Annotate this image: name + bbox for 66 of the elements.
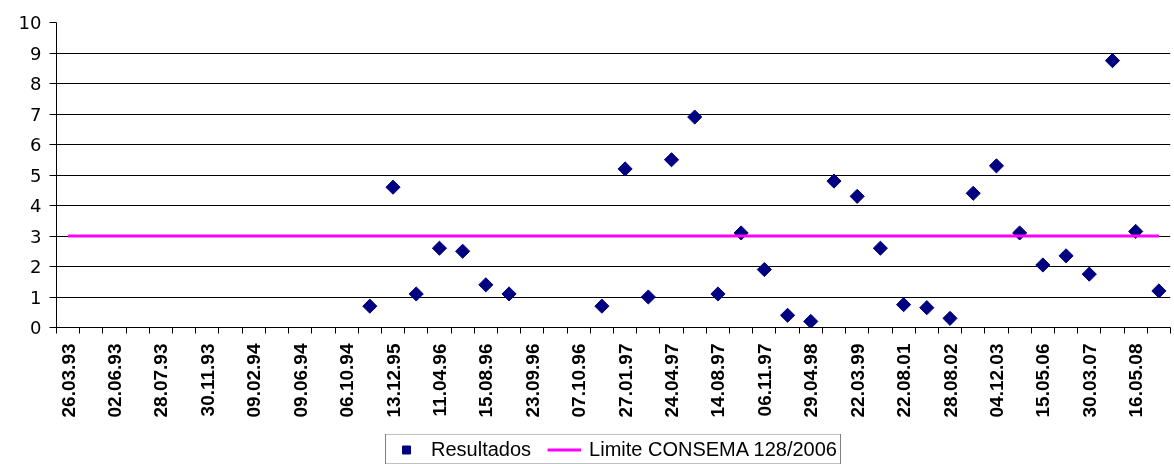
x-tick-label: 07.10.96 <box>568 343 590 418</box>
x-tick-label: 13.12.95 <box>382 343 404 418</box>
y-tick-label: 7 <box>30 103 42 125</box>
y-tick-label: 9 <box>30 42 42 64</box>
legend-label: Limite CONSEMA 128/2006 <box>589 437 837 461</box>
point <box>1058 248 1074 264</box>
x-tick-label: 11.04.96 <box>428 343 450 417</box>
x-tick-label: 15.08.96 <box>475 343 497 418</box>
point <box>594 298 610 314</box>
y-tick-label: 6 <box>30 134 42 155</box>
x-tick-label: 22.08.01 <box>893 343 915 418</box>
y-tick-label: 5 <box>30 164 42 186</box>
x-tick-label: 02.06.93 <box>104 343 126 418</box>
y-tick-label: 4 <box>30 195 42 216</box>
x-tick-label: 24.04.97 <box>661 343 683 418</box>
x-tick-label: 28.08.02 <box>939 343 961 418</box>
y-tick-label: 8 <box>30 73 42 94</box>
point <box>431 240 448 256</box>
x-tick-label: 23.09.96 <box>521 343 543 418</box>
legend-label: Resultados <box>431 437 532 461</box>
x-tick-label: 29.04.98 <box>800 343 822 418</box>
x-tick-label: 30.11.93 <box>196 343 218 417</box>
point <box>849 188 865 204</box>
point <box>617 161 633 177</box>
x-tick-label: 06.11.97 <box>753 343 775 417</box>
point <box>663 152 680 168</box>
point <box>687 109 703 125</box>
point <box>362 298 378 314</box>
y-tick-label: 10 <box>18 12 42 33</box>
point <box>710 286 726 302</box>
x-tick-label: 28.07.93 <box>150 343 172 418</box>
x-tick-label: 09.02.94 <box>243 343 265 418</box>
x-tick-label: 27.01.97 <box>614 343 636 418</box>
point <box>1081 266 1097 282</box>
point <box>779 307 796 323</box>
y-tick-label: 0 <box>30 317 42 338</box>
point <box>1104 53 1121 69</box>
point <box>872 240 888 256</box>
x-tick-label: 06.10.94 <box>336 343 358 418</box>
y-tick-label: 1 <box>30 286 42 308</box>
y-tick-label: 3 <box>30 225 42 247</box>
x-tick-label: 26.03.93 <box>57 343 79 418</box>
point <box>988 158 1005 174</box>
point <box>1151 283 1167 299</box>
point <box>942 310 958 326</box>
point <box>478 277 494 293</box>
point <box>919 300 935 316</box>
point <box>965 185 981 201</box>
x-tick-label: 30.03.07 <box>1078 343 1100 418</box>
point <box>756 261 772 278</box>
y-tick-label: 2 <box>30 256 42 277</box>
point <box>455 243 471 259</box>
point <box>640 289 656 305</box>
x-tick-label: 22.03.99 <box>846 343 868 418</box>
x-tick-label: 15.05.06 <box>1032 343 1054 418</box>
x-tick-label: 16.05.08 <box>1125 343 1147 418</box>
point <box>826 173 842 189</box>
x-tick-label: 04.12.03 <box>985 343 1007 418</box>
point <box>1035 257 1051 273</box>
x-tick-label: 09.06.94 <box>289 343 311 418</box>
x-tick-label: 14.08.97 <box>707 343 729 418</box>
point <box>896 297 912 313</box>
point <box>803 313 819 328</box>
point <box>501 286 517 302</box>
point <box>408 286 424 302</box>
point <box>385 179 401 195</box>
